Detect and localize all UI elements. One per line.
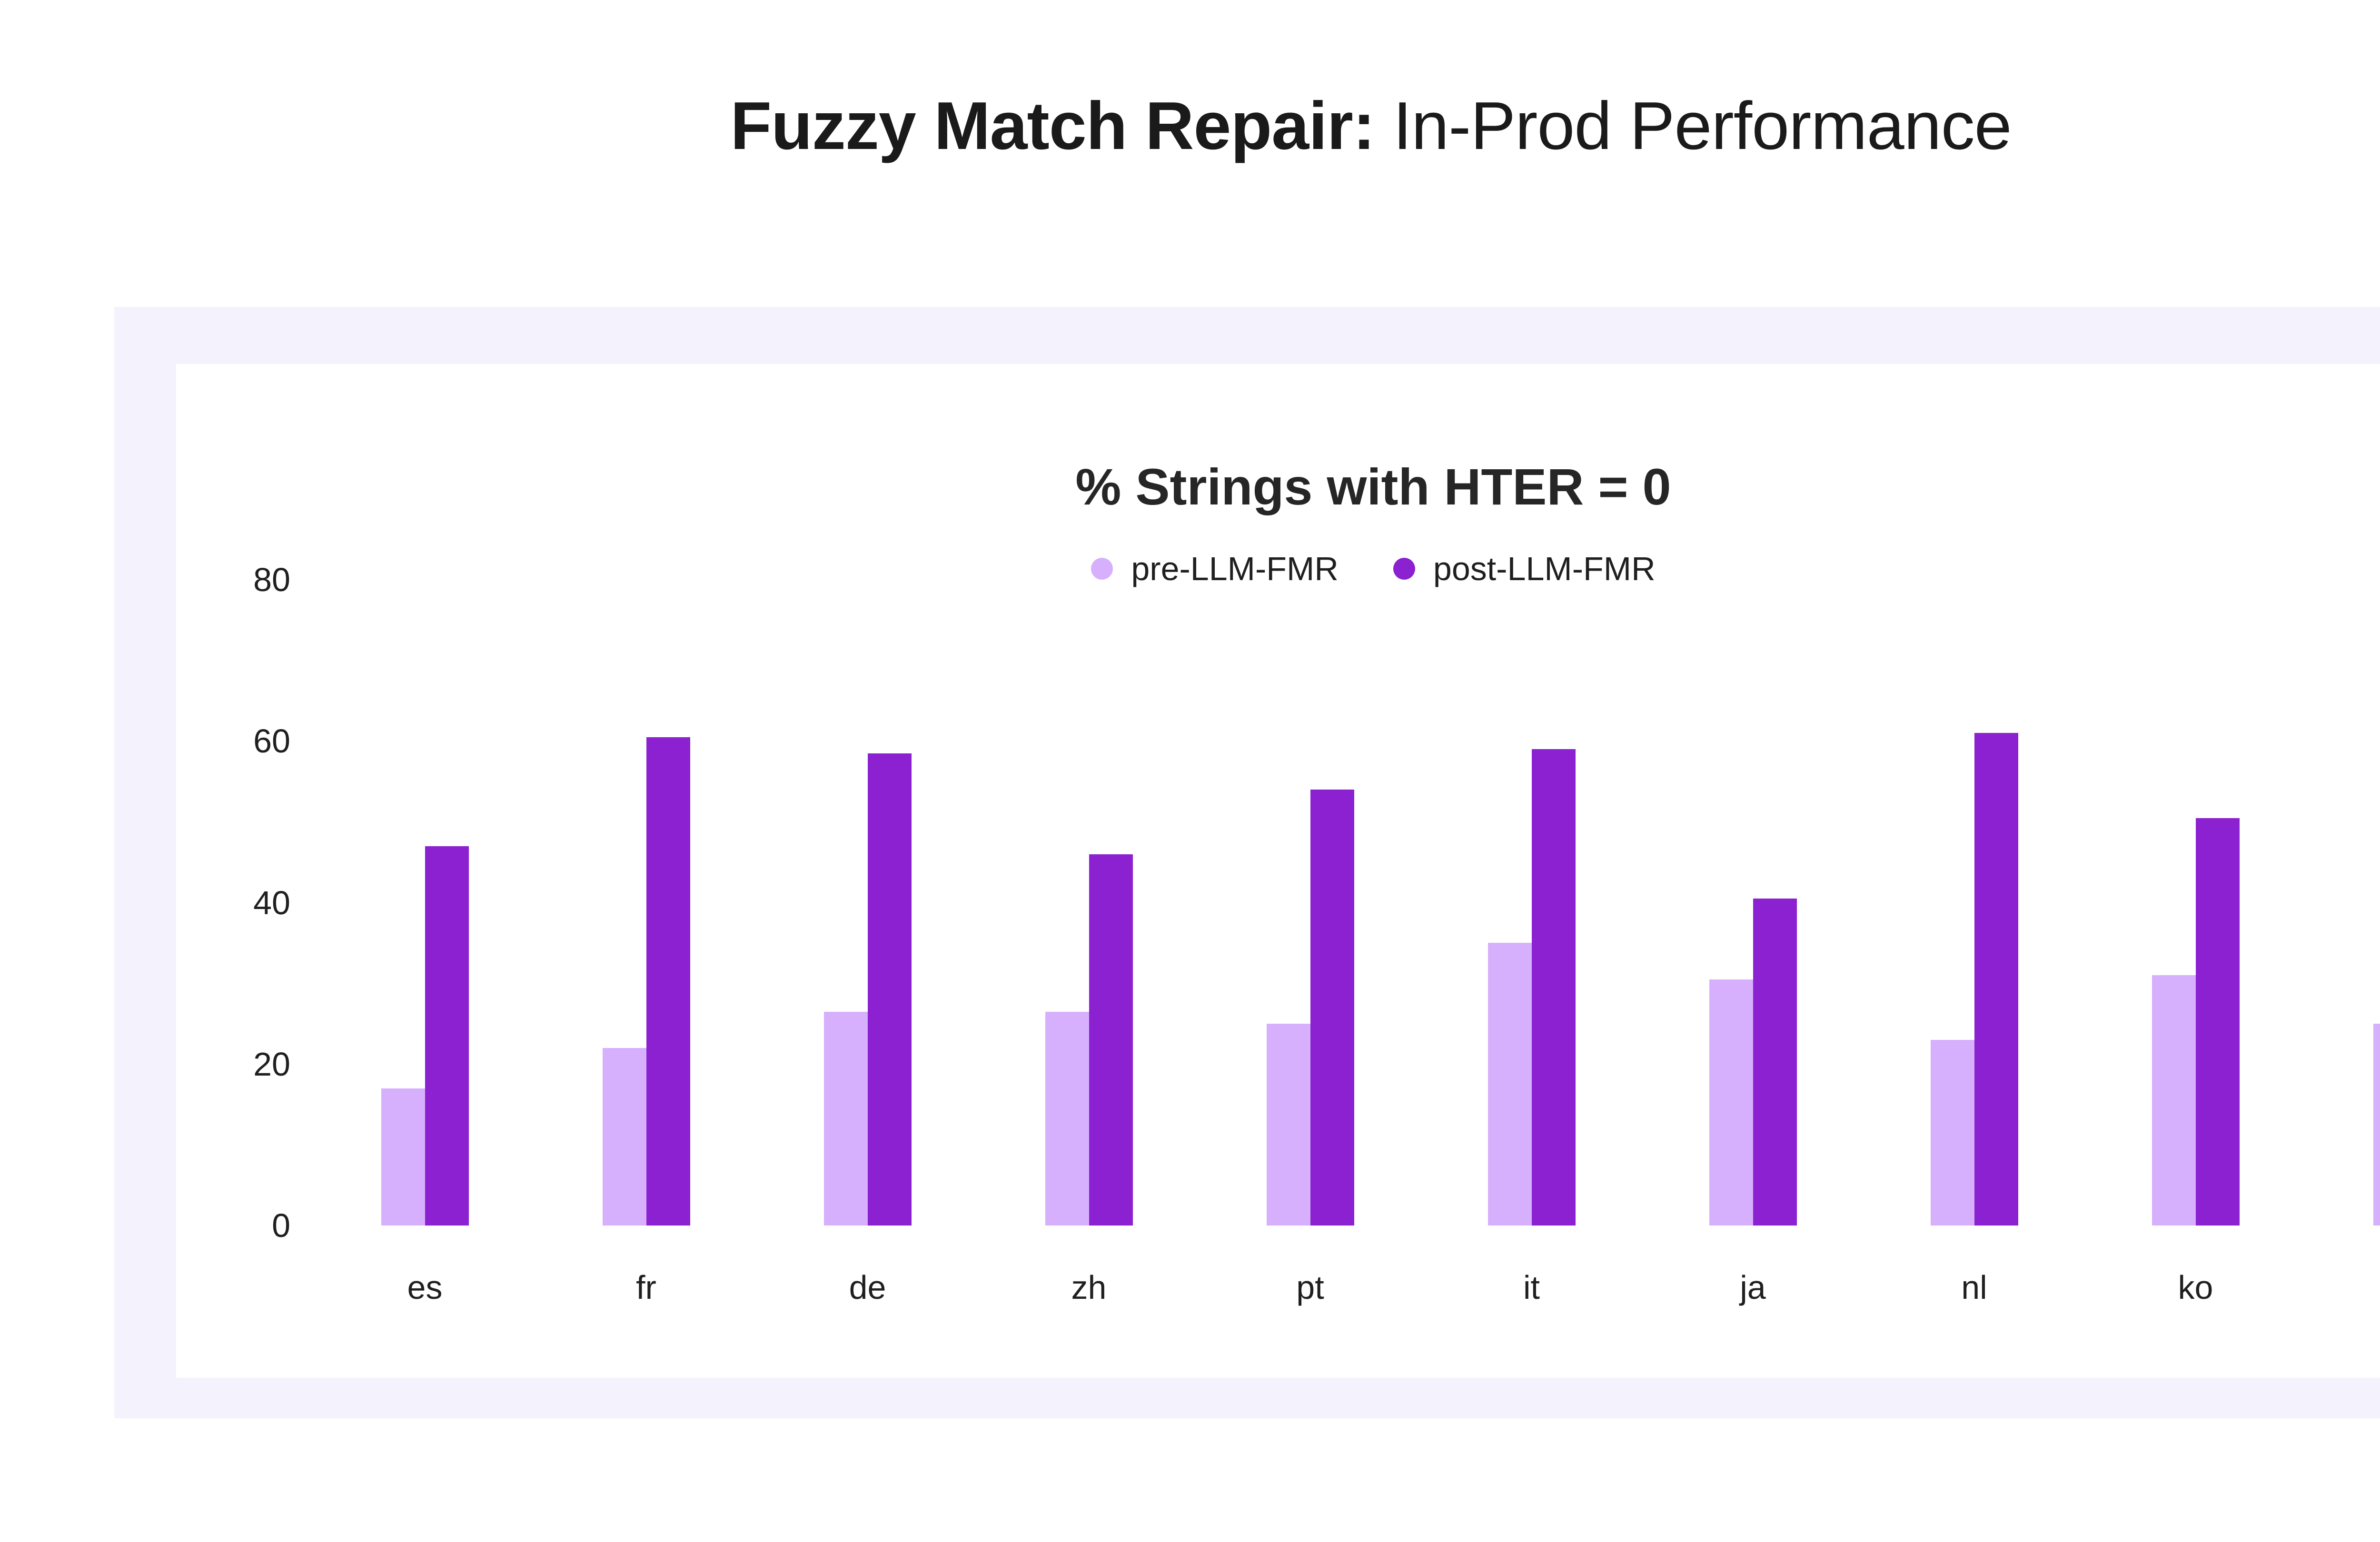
bar-group-fr <box>602 364 690 1226</box>
x-axis-tick-label-zh: zh <box>1071 1269 1107 1306</box>
page-title-light: In-Prod Performance <box>1393 88 2012 164</box>
bar-ko-post[interactable] <box>2195 818 2240 1226</box>
x-axis-tick-label-de: de <box>849 1269 886 1306</box>
bar-pl-pre[interactable] <box>2373 1024 2380 1226</box>
plot-area: 0 20 40 60 80 es fr de zh pt it ja nl ko pl <box>176 364 2380 1378</box>
bars-area: es fr de zh pt it ja nl ko pl <box>314 364 2380 1378</box>
x-axis-tick-label-pl: pl <box>2346 1268 2380 1306</box>
bar-nl-post[interactable] <box>1974 733 2018 1226</box>
bar-it-pre[interactable] <box>1488 943 1532 1226</box>
bar-group-ja <box>1709 364 1797 1226</box>
y-axis-tick-label: 80 <box>253 561 290 599</box>
x-axis-tick-label-ko: ko <box>2178 1269 2213 1306</box>
bar-group-es <box>381 364 469 1226</box>
bar-group-pl <box>2373 364 2380 1226</box>
y-axis-tick-label: 60 <box>253 722 290 760</box>
x-axis-tick-label-fr: fr <box>636 1269 656 1306</box>
legend-item-pre-llm-fmr[interactable]: pre-LLM-FMR <box>1091 550 1339 588</box>
bar-group-it <box>1488 364 1576 1226</box>
y-axis: 0 20 40 60 80 <box>176 364 290 1378</box>
chart-card: % Strings with HTER = 0 pre-LLM-FMR post-… <box>176 364 2380 1378</box>
bar-es-post[interactable] <box>425 846 469 1226</box>
bar-es-pre[interactable] <box>381 1088 425 1226</box>
bar-fr-pre[interactable] <box>602 1048 646 1226</box>
legend-item-post-llm-fmr[interactable]: post-LLM-FMR <box>1393 550 1656 588</box>
bar-ko-pre[interactable] <box>2152 975 2196 1226</box>
bar-pt-post[interactable] <box>1310 790 1354 1226</box>
legend-swatch-icon <box>1393 558 1415 580</box>
bar-group-de <box>823 364 912 1226</box>
y-axis-tick-label: 20 <box>253 1045 290 1083</box>
bar-zh-pre[interactable] <box>1045 1011 1089 1226</box>
legend-label: post-LLM-FMR <box>1433 550 1656 587</box>
bar-group-pt <box>1266 364 1354 1226</box>
x-axis-tick-label-ja: ja <box>1740 1269 1766 1306</box>
bar-fr-post[interactable] <box>646 737 690 1226</box>
chart-title: % Strings with HTER = 0 <box>1075 458 1671 515</box>
bar-it-post[interactable] <box>1531 749 1576 1226</box>
x-axis-tick-label-pt: pt <box>1296 1269 1324 1306</box>
x-axis-tick-label-nl: nl <box>1961 1269 1987 1306</box>
bar-ja-pre[interactable] <box>1709 979 1753 1226</box>
bar-group-ko <box>2152 364 2240 1226</box>
bar-zh-post[interactable] <box>1089 854 1133 1226</box>
y-axis-tick-label: 0 <box>272 1207 290 1244</box>
page-title: Fuzzy Match Repair: In-Prod Performance <box>0 86 2380 167</box>
bar-nl-pre[interactable] <box>1930 1039 1974 1226</box>
x-axis-tick-label-es: es <box>407 1269 443 1306</box>
page-title-bold: Fuzzy Match Repair: <box>730 88 1375 164</box>
bar-group-zh <box>1045 364 1133 1226</box>
bar-de-post[interactable] <box>867 753 912 1226</box>
legend-label: pre-LLM-FMR <box>1131 550 1339 587</box>
x-axis-tick-label-it: it <box>1523 1269 1540 1306</box>
y-axis-tick-label: 40 <box>253 884 290 921</box>
chart-legend: pre-LLM-FMR post-LLM-FMR <box>176 550 2380 588</box>
legend-swatch-icon <box>1091 558 1113 580</box>
bar-pt-pre[interactable] <box>1266 1024 1310 1226</box>
bar-ja-post[interactable] <box>1753 899 1797 1226</box>
bar-de-pre[interactable] <box>823 1011 868 1226</box>
bar-group-nl <box>1930 364 2018 1226</box>
